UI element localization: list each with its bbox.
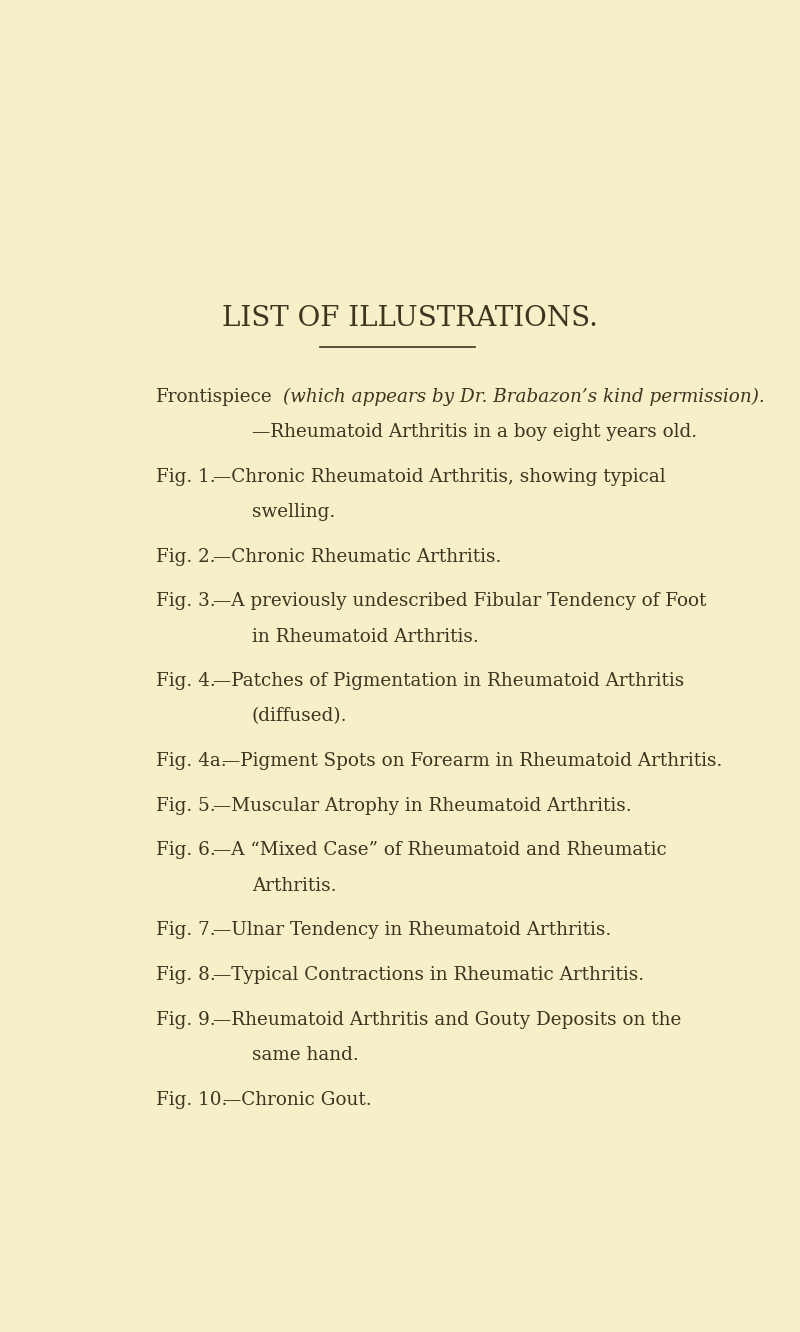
Text: Fig. 8.: Fig. 8. (156, 966, 215, 984)
Text: swelling.: swelling. (252, 503, 335, 521)
Text: —Pigment Spots on Forearm in Rheumatoid Arthritis.: —Pigment Spots on Forearm in Rheumatoid … (222, 753, 722, 770)
Text: Fig. 6.: Fig. 6. (156, 842, 215, 859)
Text: Fig. 4a.: Fig. 4a. (156, 753, 226, 770)
Text: —Rheumatoid Arthritis and Gouty Deposits on the: —Rheumatoid Arthritis and Gouty Deposits… (213, 1011, 682, 1028)
Text: Fig. 5.: Fig. 5. (156, 797, 215, 815)
Text: Fig. 7.: Fig. 7. (156, 922, 215, 939)
Text: —A “Mixed Case” of Rheumatoid and Rheumatic: —A “Mixed Case” of Rheumatoid and Rheuma… (213, 842, 666, 859)
Text: —Rheumatoid Arthritis in a boy eight years old.: —Rheumatoid Arthritis in a boy eight yea… (252, 424, 697, 441)
Text: (which appears by Dr. Brabazon’s kind permission).: (which appears by Dr. Brabazon’s kind pe… (283, 388, 765, 406)
Text: —Typical Contractions in Rheumatic Arthritis.: —Typical Contractions in Rheumatic Arthr… (213, 966, 644, 984)
Text: Frontispiece: Frontispiece (156, 388, 273, 405)
Text: Fig. 1.: Fig. 1. (156, 468, 215, 486)
Text: Fig. 10.: Fig. 10. (156, 1091, 227, 1108)
Text: Fig. 4.: Fig. 4. (156, 673, 215, 690)
Text: LIST OF ILLUSTRATIONS.: LIST OF ILLUSTRATIONS. (222, 305, 598, 333)
Text: —Chronic Gout.: —Chronic Gout. (222, 1091, 371, 1108)
Text: —A previously undescribed Fibular Tendency of Foot: —A previously undescribed Fibular Tenden… (213, 593, 706, 610)
Text: —Chronic Rheumatoid Arthritis, showing typical: —Chronic Rheumatoid Arthritis, showing t… (213, 468, 666, 486)
Text: Fig. 2.: Fig. 2. (156, 547, 215, 566)
Text: Fig. 3.: Fig. 3. (156, 593, 215, 610)
Text: Fig. 9.: Fig. 9. (156, 1011, 215, 1028)
Text: Arthritis.: Arthritis. (252, 876, 336, 895)
Text: —Ulnar Tendency in Rheumatoid Arthritis.: —Ulnar Tendency in Rheumatoid Arthritis. (213, 922, 611, 939)
Text: —Patches of Pigmentation in Rheumatoid Arthritis: —Patches of Pigmentation in Rheumatoid A… (213, 673, 684, 690)
Text: —Muscular Atrophy in Rheumatoid Arthritis.: —Muscular Atrophy in Rheumatoid Arthriti… (213, 797, 631, 815)
Text: same hand.: same hand. (252, 1046, 358, 1064)
Text: (diffused).: (diffused). (252, 707, 347, 726)
Text: in Rheumatoid Arthritis.: in Rheumatoid Arthritis. (252, 627, 478, 646)
Text: —Chronic Rheumatic Arthritis.: —Chronic Rheumatic Arthritis. (213, 547, 502, 566)
